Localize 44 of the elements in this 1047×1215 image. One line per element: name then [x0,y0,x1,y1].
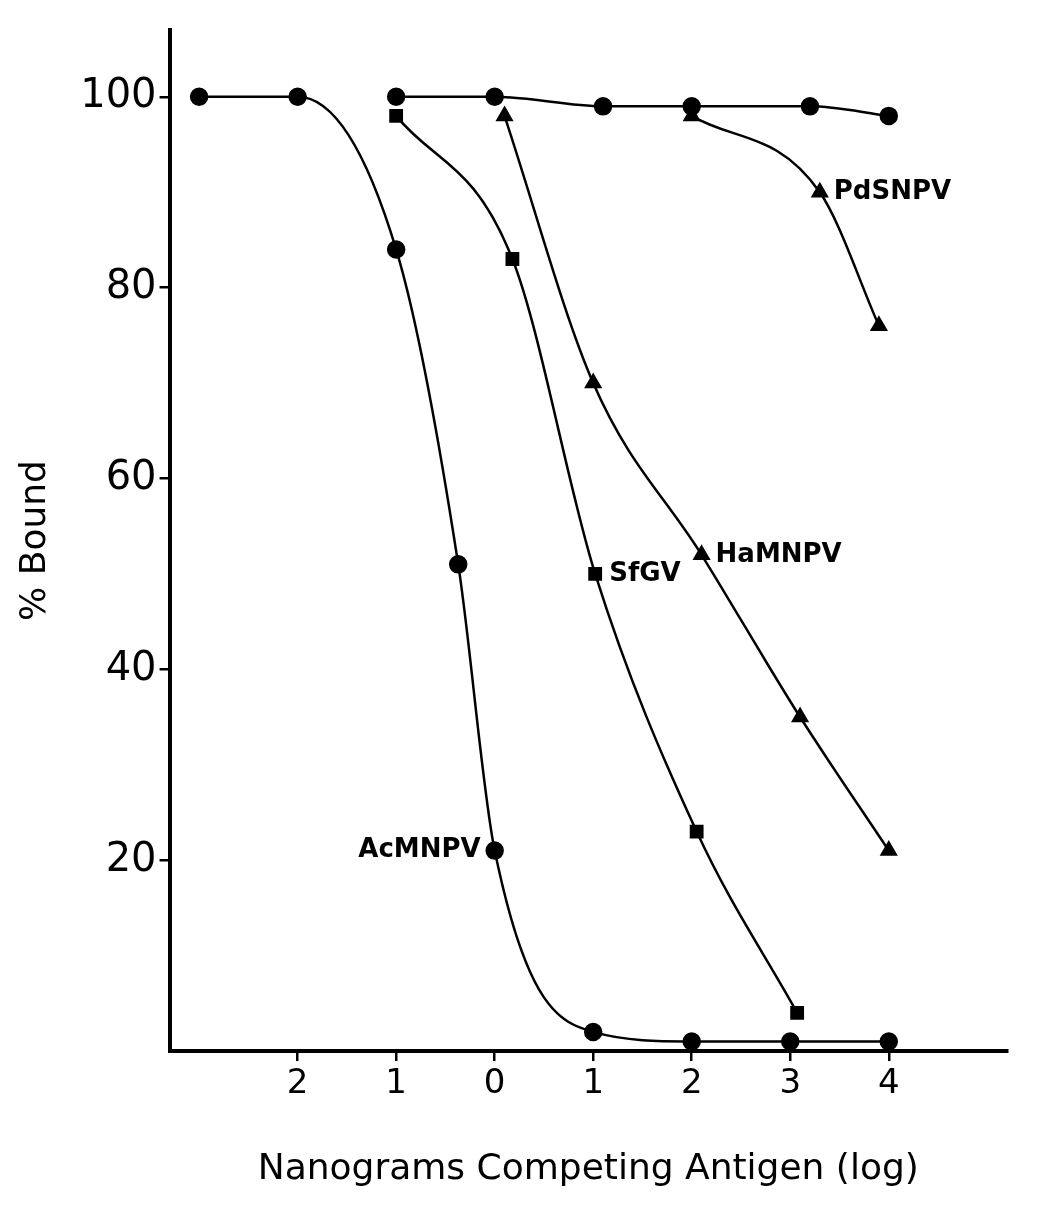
point [790,1005,805,1020]
y-axis-title: % Bound [11,460,53,621]
y-tick-label: 20 [105,833,157,880]
point [879,106,899,126]
y-tick-label: 80 [105,261,157,308]
point [593,97,613,116]
point [485,841,504,860]
point [689,824,704,839]
point [448,555,468,574]
point [485,87,504,107]
series-label: PdSNPV [833,174,952,205]
point [693,545,710,561]
point [496,106,513,122]
x-tick-label: 2 [286,1061,309,1102]
point [791,707,809,723]
point [585,373,602,389]
series-label: SfGV [609,556,681,587]
point [288,87,307,107]
point [682,1032,701,1051]
point [386,87,406,107]
y-tick-label: 100 [80,70,157,117]
point [781,1032,800,1051]
y-tick-label: 40 [105,642,157,689]
x-tick-label: 3 [779,1061,802,1102]
x-tick-label: 1 [582,1061,605,1102]
point [811,182,828,198]
point [870,316,888,332]
point [386,240,406,259]
x-tick-label: 4 [877,1061,900,1102]
point [189,87,209,107]
point [583,1022,603,1042]
point [588,566,603,581]
point [505,252,520,266]
point [880,841,897,856]
point [389,108,404,123]
series-label: AcMNPV [358,833,481,864]
x-tick-label: 0 [483,1061,506,1102]
point [879,1032,899,1051]
x-tick-label: 2 [680,1061,703,1102]
series-label: HaMNPV [715,537,842,568]
y-tick-label: 60 [105,451,157,498]
x-tick-label: 1 [385,1061,407,1102]
x-axis-title: Nanograms Competing Antigen (log) [257,1145,919,1187]
point [800,97,820,116]
